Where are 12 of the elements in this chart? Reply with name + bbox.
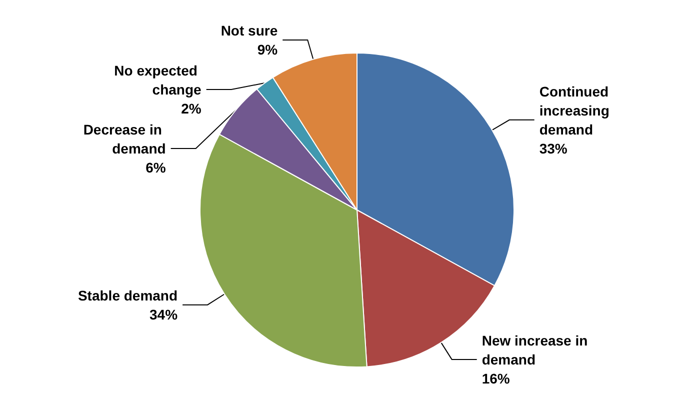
data-label: 2% [181,100,202,117]
slice-label: New increase in demand [482,332,592,368]
slice-label: Continued increasing demand [539,83,614,138]
data-label: 33% [539,140,568,156]
data-label: 16% [482,370,510,386]
slice-label: Not sure [220,22,278,39]
data-label: 9% [257,42,278,58]
data-label: 6% [146,160,166,176]
slice-label: Decrease in demand [83,122,166,157]
data-label: 34% [150,306,178,322]
slice-label: No expected change [114,62,202,98]
slice-label: Stable demand [78,287,178,304]
